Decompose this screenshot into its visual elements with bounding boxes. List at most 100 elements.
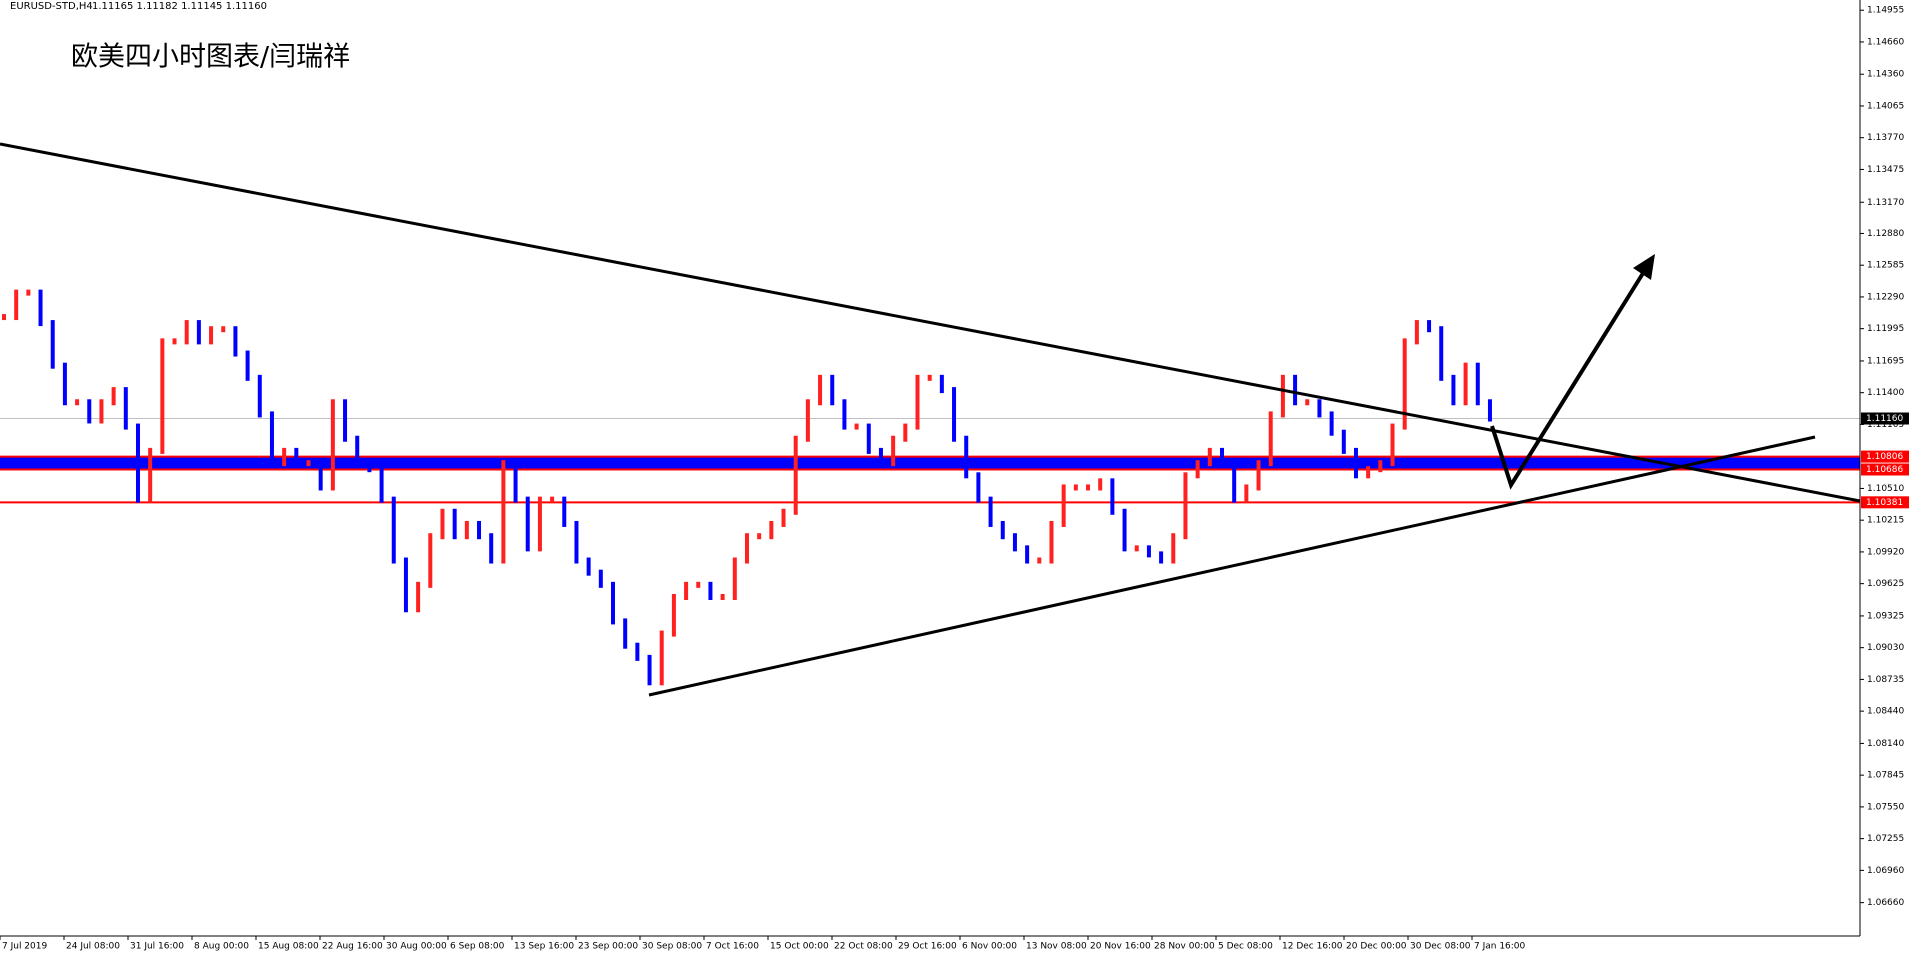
price-bar (1171, 533, 1176, 564)
price-bar (793, 435, 798, 515)
price-bar (684, 581, 689, 600)
level-label-box (1861, 496, 1909, 509)
price-bar (269, 411, 274, 467)
x-tick-label: 31 Jul 16:00 (130, 942, 184, 952)
price-bar (866, 423, 871, 454)
x-tick-label: 20 Nov 16:00 (1090, 942, 1151, 952)
y-tick-label: 1.13475 (1867, 165, 1904, 175)
price-bar (732, 557, 737, 600)
current-price-label: 1.11160 (1866, 414, 1903, 424)
y-tick-label: 1.14955 (1867, 6, 1904, 16)
price-bar (1146, 545, 1151, 558)
x-tick-label: 7 Jul 2019 (2, 942, 47, 952)
y-tick-label: 1.07255 (1867, 834, 1904, 844)
x-tick-label: 22 Aug 16:00 (322, 942, 383, 952)
price-bar (477, 520, 482, 540)
price-bar (598, 569, 603, 588)
y-tick-label: 1.12880 (1867, 229, 1904, 239)
chart-title: 欧美四小时图表/闫瑞祥 (71, 42, 350, 73)
price-bar (379, 466, 384, 503)
price-bar (318, 460, 323, 491)
price-bar (1451, 374, 1456, 406)
price-bar (757, 533, 762, 540)
price-bar (1463, 362, 1468, 406)
x-tick-label: 28 Nov 00:00 (1154, 942, 1215, 952)
level-label-box (1861, 450, 1909, 463)
price-bar (38, 289, 43, 327)
y-tick-label: 1.13770 (1867, 133, 1904, 143)
price-bar (964, 435, 969, 479)
y-tick-label: 1.13170 (1867, 198, 1904, 208)
price-bar (1012, 533, 1017, 552)
price-bar (1207, 447, 1212, 467)
y-tick-label: 1.07550 (1867, 802, 1904, 812)
price-bar (891, 435, 896, 467)
y-tick-label: 1.08140 (1867, 739, 1904, 749)
price-bar (1353, 447, 1358, 479)
price-bar (196, 320, 201, 345)
price-bar (1317, 399, 1322, 418)
price-bar (489, 533, 494, 564)
price-bar (428, 533, 433, 588)
x-tick-label: 6 Sep 08:00 (450, 942, 505, 952)
price-bar (696, 581, 701, 588)
price-bar (1220, 447, 1224, 467)
trendline (648, 435, 1816, 697)
y-tick-label: 1.07845 (1867, 771, 1904, 781)
x-tick-label: 24 Jul 08:00 (66, 942, 120, 952)
price-bar (282, 447, 287, 467)
x-tick-label: 13 Sep 16:00 (514, 942, 574, 952)
support-band (0, 456, 1860, 470)
price-bar (744, 533, 749, 564)
price-bar (830, 374, 835, 406)
price-bar (1475, 362, 1480, 406)
price-bar (659, 630, 664, 686)
price-bar (1487, 399, 1492, 422)
y-tick-label: 1.09030 (1867, 643, 1904, 653)
price-bar (1439, 326, 1444, 381)
price-bar (708, 581, 713, 600)
arrow-head (1633, 254, 1655, 280)
price-bar (135, 423, 140, 503)
x-tick-label: 8 Aug 00:00 (194, 942, 249, 952)
price-bar (87, 399, 92, 424)
price-bar (123, 387, 128, 430)
x-tick-label: 12 Dec 16:00 (1282, 942, 1343, 952)
price-bar (367, 460, 372, 473)
level-label-box (1861, 463, 1909, 476)
price-bar (160, 338, 165, 454)
y-tick-label: 1.14065 (1867, 101, 1904, 111)
forecast-arrow (1490, 268, 1647, 490)
level-label: 1.10686 (1866, 465, 1903, 475)
price-bar (1427, 320, 1432, 333)
price-bar (854, 423, 859, 430)
price-bar (403, 557, 408, 613)
price-bar (927, 374, 932, 381)
price-bar (50, 320, 55, 369)
price-bar (2, 314, 6, 321)
ohlc-label: 1.11165 1.11182 1.11145 1.11160 (92, 1, 267, 12)
price-bar (355, 435, 360, 467)
price-bar (26, 289, 31, 296)
price-bar (1110, 478, 1115, 515)
price-bar (172, 338, 177, 345)
price-bar (306, 460, 311, 467)
price-bar (525, 496, 530, 552)
price-bar (75, 399, 80, 406)
price-bar (1049, 520, 1054, 564)
price-bar (1378, 460, 1383, 473)
trendline (0, 142, 1861, 503)
price-bar (391, 496, 396, 564)
price-bar (330, 399, 335, 491)
price-bar (1098, 478, 1103, 491)
price-bar (537, 496, 542, 552)
price-bar (148, 447, 153, 503)
price-bar (233, 326, 238, 357)
price-bar (842, 399, 847, 430)
x-tick-label: 7 Oct 16:00 (706, 942, 759, 952)
x-tick-label: 6 Nov 00:00 (962, 942, 1017, 952)
y-tick-label: 1.10510 (1867, 484, 1904, 494)
x-tick-label: 15 Aug 08:00 (258, 942, 319, 952)
price-bar (245, 350, 250, 381)
